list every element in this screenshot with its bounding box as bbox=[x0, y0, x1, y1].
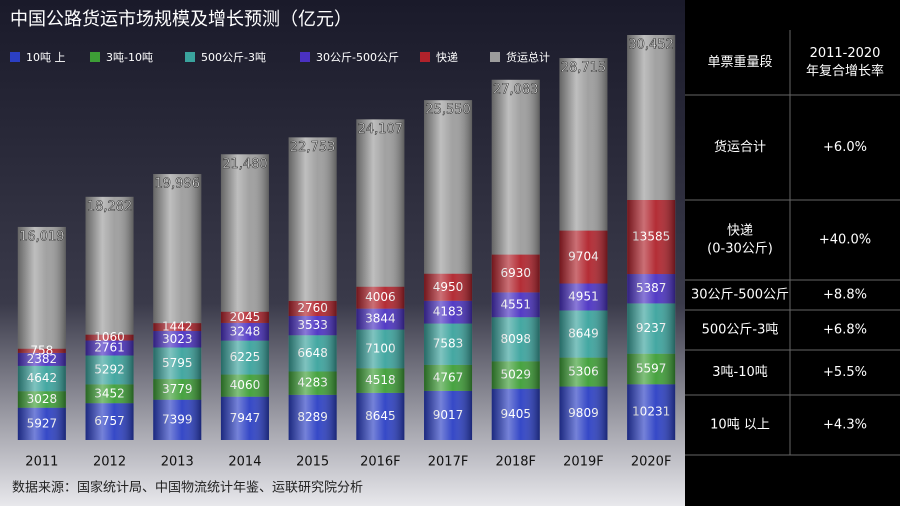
x-tick-label: 2011 bbox=[25, 455, 58, 470]
bar-shine bbox=[220, 154, 269, 440]
table-cell: (0-30公斤) bbox=[707, 242, 773, 257]
table-header: 2011-2020 bbox=[810, 46, 881, 61]
bar-shine bbox=[17, 226, 66, 440]
legend-label: 快递 bbox=[436, 50, 458, 64]
table-cell: 货运合计 bbox=[714, 139, 766, 155]
x-tick-label: 2012 bbox=[93, 455, 126, 470]
x-tick-label: 2017F bbox=[428, 455, 469, 470]
legend-label: 10吨 上 bbox=[26, 51, 66, 64]
bar-shine bbox=[356, 119, 405, 441]
bar-shine bbox=[424, 100, 473, 440]
x-tick-label: 2020F bbox=[631, 455, 672, 470]
bar-shine bbox=[627, 35, 676, 440]
source: 数据来源：国家统计局、中国物流统计年鉴、运联研究院分析 bbox=[12, 480, 363, 496]
table-cell: 快递 bbox=[727, 224, 753, 239]
legend-swatch bbox=[420, 52, 430, 62]
x-tick-label: 2015 bbox=[296, 455, 329, 470]
legend-swatch bbox=[185, 52, 195, 62]
x-tick-label: 2014 bbox=[228, 455, 261, 470]
table-cell: 30公斤-500公斤 bbox=[691, 288, 789, 303]
table-header: 单票重量段 bbox=[707, 54, 772, 70]
bar-shine bbox=[559, 58, 608, 440]
legend-swatch bbox=[90, 52, 100, 62]
legend-label: 500公斤-3吨 bbox=[201, 51, 266, 64]
legend-label: 30公斤-500公斤 bbox=[316, 51, 399, 64]
bar-shine bbox=[491, 79, 540, 440]
bar-shine bbox=[153, 174, 202, 440]
x-tick-label: 2018F bbox=[495, 455, 536, 470]
table-cell: +8.8% bbox=[823, 288, 867, 303]
total-label: 25,550 bbox=[425, 103, 471, 118]
table-cell: 500公斤-3吨 bbox=[702, 323, 779, 338]
legend-swatch bbox=[10, 52, 20, 62]
bar-shine bbox=[85, 196, 134, 440]
total-label: 27,083 bbox=[493, 82, 539, 97]
table-cell: +40.0% bbox=[819, 233, 871, 248]
bar-shine bbox=[288, 137, 337, 440]
total-label: 24,107 bbox=[358, 122, 404, 137]
table-cell: 3吨-10吨 bbox=[712, 365, 768, 380]
table-cell: +6.0% bbox=[823, 140, 867, 155]
legend-label: 货运总计 bbox=[506, 50, 550, 64]
total-label: 19,996 bbox=[155, 177, 201, 192]
table-cell: +6.8% bbox=[823, 323, 867, 338]
total-label: 16,019 bbox=[19, 229, 65, 244]
x-tick-label: 2016F bbox=[360, 455, 401, 470]
x-tick-label: 2013 bbox=[161, 455, 194, 470]
total-label: 21,480 bbox=[222, 157, 268, 172]
table-cell: 10吨 以上 bbox=[710, 418, 770, 433]
chart-title: 中国公路货运市场规模及增长预测（亿元） bbox=[10, 9, 352, 30]
table-cell: +4.3% bbox=[823, 418, 867, 433]
x-tick-label: 2019F bbox=[563, 455, 604, 470]
table-header: 年复合增长率 bbox=[806, 63, 884, 79]
legend-label: 3吨-10吨 bbox=[106, 51, 153, 64]
table-cell: +5.5% bbox=[823, 365, 867, 380]
legend-swatch bbox=[490, 52, 500, 62]
legend-swatch bbox=[300, 52, 310, 62]
total-label: 22,753 bbox=[290, 140, 336, 155]
total-label: 18,282 bbox=[87, 199, 133, 214]
total-label: 30,452 bbox=[628, 38, 674, 53]
table-background bbox=[685, 0, 900, 506]
total-label: 28,715 bbox=[561, 61, 607, 76]
